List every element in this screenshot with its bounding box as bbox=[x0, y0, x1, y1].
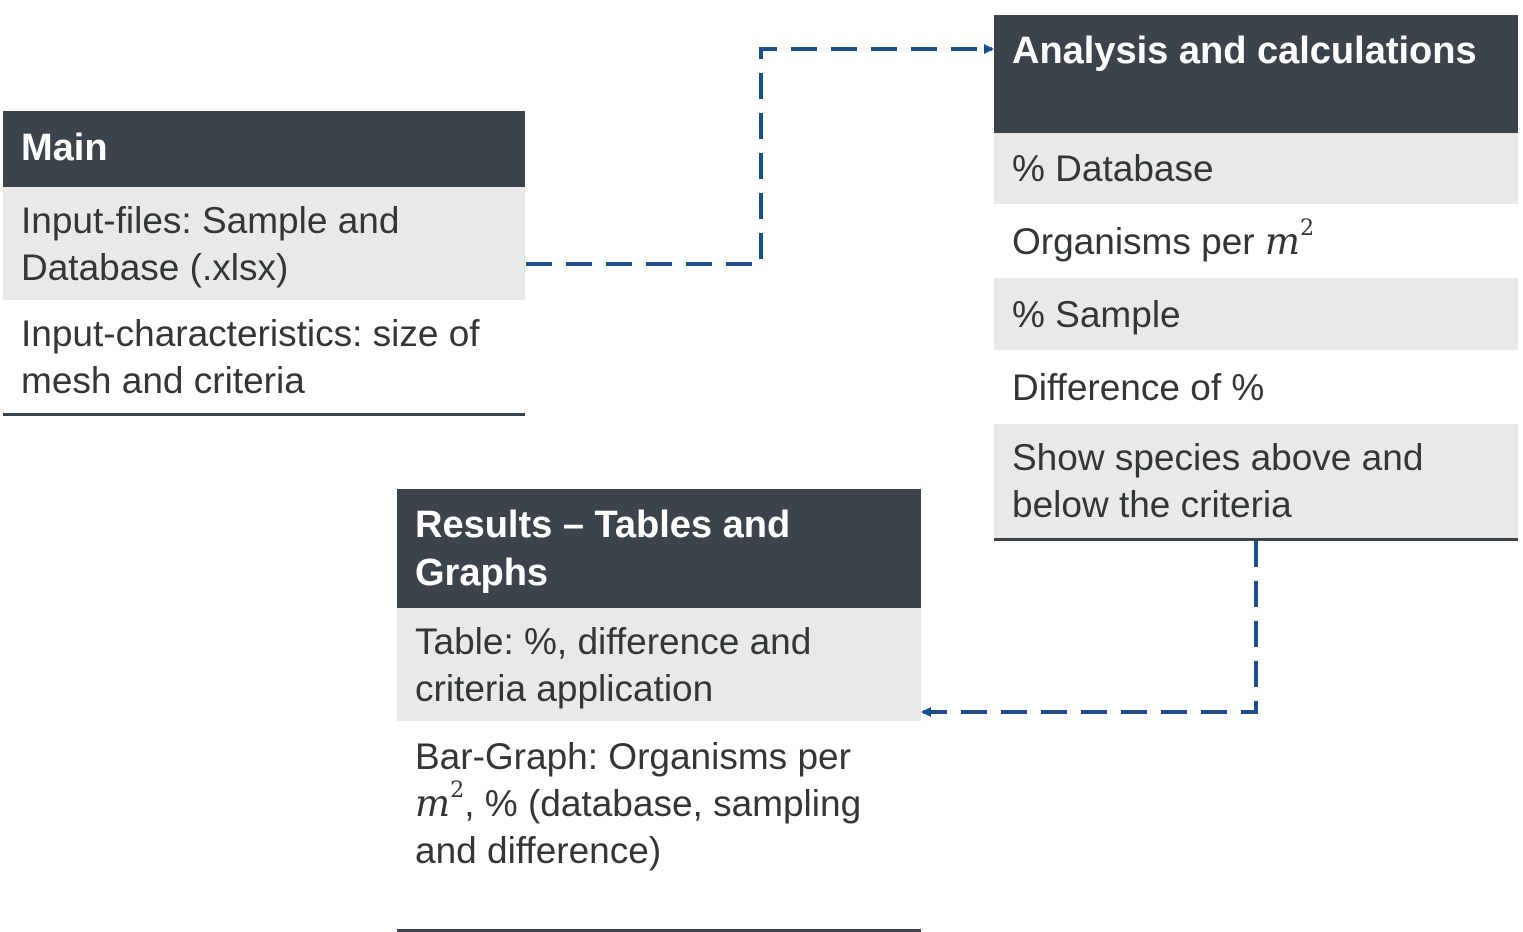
analysis-m2-math: m2 bbox=[1264, 217, 1314, 263]
results-m2-math: m2 bbox=[415, 779, 464, 825]
analysis-organisms-label: Organisms per bbox=[1012, 220, 1255, 262]
results-box: Results – Tables and Graphs Table: %, di… bbox=[397, 489, 921, 932]
main-input-characteristics-text: Input-characteristics: size of mesh and … bbox=[21, 312, 480, 401]
results-box-title: Results – Tables and Graphs bbox=[397, 489, 921, 608]
main-box-title: Main bbox=[3, 111, 525, 187]
results-math-unit: m bbox=[415, 782, 451, 825]
analysis-difference-text: Difference of % bbox=[1012, 366, 1265, 408]
results-bar-graph-row: Bar-Graph: Organisms per m2, % (database… bbox=[397, 721, 921, 891]
results-math-exp: 2 bbox=[450, 777, 465, 804]
analysis-math-exp: 2 bbox=[1300, 214, 1315, 241]
analysis-box-title: Analysis and calculations bbox=[994, 15, 1518, 133]
results-table-row: Table: %, difference and criteria applic… bbox=[397, 608, 921, 721]
analysis-box-bottom-rule bbox=[994, 538, 1518, 541]
analysis-sample-row: % Sample bbox=[994, 278, 1518, 350]
connector-main-to-analysis bbox=[526, 44, 994, 266]
analysis-database-text: % Database bbox=[1012, 148, 1214, 189]
main-box: Main Input-files: Sample and Database (.… bbox=[3, 111, 525, 416]
results-bar-graph-text: Bar-Graph: Organisms per m2, % (database… bbox=[415, 733, 903, 874]
results-table-text: Table: %, difference and criteria applic… bbox=[415, 620, 812, 709]
analysis-show-species-row: Show species above and below the criteri… bbox=[994, 424, 1518, 538]
analysis-sample-text: % Sample bbox=[1012, 293, 1181, 335]
results-bar-graph-tail: , % (database, sampling and difference) bbox=[415, 783, 862, 871]
analysis-organisms-text: Organisms per m2 bbox=[1012, 217, 1314, 265]
main-input-characteristics-row: Input-characteristics: size of mesh and … bbox=[3, 300, 525, 413]
connector-analysis-to-results bbox=[921, 541, 1258, 717]
analysis-difference-row: Difference of % bbox=[994, 350, 1518, 424]
analysis-show-species-text: Show species above and below the criteri… bbox=[1012, 437, 1424, 525]
analysis-organisms-row: Organisms per m2 bbox=[994, 204, 1518, 278]
analysis-database-row: % Database bbox=[994, 133, 1518, 204]
main-input-files-text: Input-files: Sample and Database (.xlsx) bbox=[21, 199, 400, 288]
main-box-bottom-rule bbox=[3, 413, 525, 416]
results-box-bottom-rule bbox=[397, 929, 921, 932]
main-input-files-row: Input-files: Sample and Database (.xlsx) bbox=[3, 187, 525, 300]
analysis-box: Analysis and calculations % Database Org… bbox=[994, 15, 1518, 541]
analysis-math-unit: m bbox=[1264, 219, 1301, 263]
results-bar-graph-label: Bar-Graph: Organisms per bbox=[415, 736, 851, 777]
